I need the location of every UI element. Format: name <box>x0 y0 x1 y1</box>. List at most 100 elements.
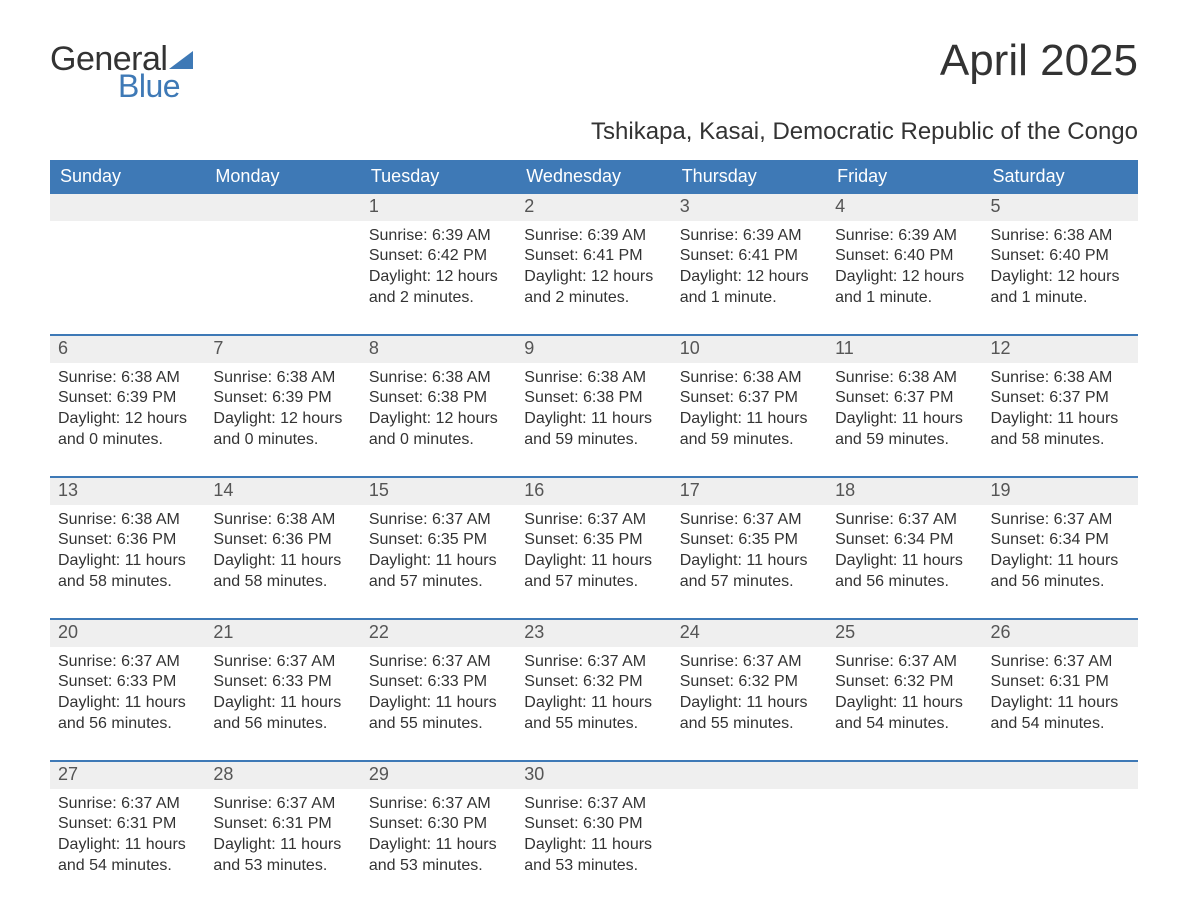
day-header: Thursday <box>672 160 827 194</box>
day-sr: Sunrise: 6:38 AM <box>58 510 197 531</box>
calendar-day-cell: 1Sunrise: 6:39 AMSunset: 6:42 PMDaylight… <box>361 194 516 334</box>
day-d2: and 55 minutes. <box>680 714 819 735</box>
day-body: Sunrise: 6:37 AMSunset: 6:32 PMDaylight:… <box>672 647 827 739</box>
day-sr: Sunrise: 6:37 AM <box>524 652 663 673</box>
day-number: 12 <box>983 336 1138 363</box>
day-body: Sunrise: 6:37 AMSunset: 6:30 PMDaylight:… <box>516 789 671 881</box>
day-d1: Daylight: 12 hours <box>991 267 1130 288</box>
day-d2: and 59 minutes. <box>524 430 663 451</box>
calendar-day-cell <box>205 194 360 334</box>
day-number: 5 <box>983 194 1138 221</box>
day-ss: Sunset: 6:33 PM <box>369 672 508 693</box>
day-sr: Sunrise: 6:38 AM <box>680 368 819 389</box>
day-ss: Sunset: 6:38 PM <box>369 388 508 409</box>
calendar-day-cell: 16Sunrise: 6:37 AMSunset: 6:35 PMDayligh… <box>516 478 671 618</box>
day-ss: Sunset: 6:33 PM <box>58 672 197 693</box>
day-body: Sunrise: 6:37 AMSunset: 6:33 PMDaylight:… <box>361 647 516 739</box>
calendar-table: Sunday Monday Tuesday Wednesday Thursday… <box>50 160 1138 902</box>
day-d2: and 57 minutes. <box>369 572 508 593</box>
day-body: Sunrise: 6:38 AMSunset: 6:38 PMDaylight:… <box>516 363 671 455</box>
day-d2: and 0 minutes. <box>58 430 197 451</box>
day-d2: and 53 minutes. <box>524 856 663 877</box>
day-number <box>672 762 827 789</box>
day-d1: Daylight: 11 hours <box>369 551 508 572</box>
day-number: 11 <box>827 336 982 363</box>
day-ss: Sunset: 6:38 PM <box>524 388 663 409</box>
day-number: 14 <box>205 478 360 505</box>
calendar-day-cell: 14Sunrise: 6:38 AMSunset: 6:36 PMDayligh… <box>205 478 360 618</box>
day-d1: Daylight: 11 hours <box>835 693 974 714</box>
calendar-day-cell: 9Sunrise: 6:38 AMSunset: 6:38 PMDaylight… <box>516 336 671 476</box>
day-number: 29 <box>361 762 516 789</box>
day-number: 3 <box>672 194 827 221</box>
day-d2: and 56 minutes. <box>213 714 352 735</box>
day-d1: Daylight: 12 hours <box>369 409 508 430</box>
day-body: Sunrise: 6:37 AMSunset: 6:33 PMDaylight:… <box>205 647 360 739</box>
calendar-day-cell: 21Sunrise: 6:37 AMSunset: 6:33 PMDayligh… <box>205 620 360 760</box>
day-sr: Sunrise: 6:37 AM <box>524 510 663 531</box>
day-ss: Sunset: 6:33 PM <box>213 672 352 693</box>
day-d1: Daylight: 11 hours <box>58 551 197 572</box>
day-d2: and 53 minutes. <box>369 856 508 877</box>
calendar-day-cell: 6Sunrise: 6:38 AMSunset: 6:39 PMDaylight… <box>50 336 205 476</box>
day-d2: and 1 minute. <box>835 288 974 309</box>
day-sr: Sunrise: 6:37 AM <box>524 794 663 815</box>
day-number: 4 <box>827 194 982 221</box>
day-d1: Daylight: 12 hours <box>58 409 197 430</box>
day-ss: Sunset: 6:32 PM <box>680 672 819 693</box>
day-sr: Sunrise: 6:38 AM <box>835 368 974 389</box>
day-number: 10 <box>672 336 827 363</box>
day-body: Sunrise: 6:38 AMSunset: 6:37 PMDaylight:… <box>672 363 827 455</box>
day-ss: Sunset: 6:31 PM <box>213 814 352 835</box>
day-body: Sunrise: 6:39 AMSunset: 6:41 PMDaylight:… <box>672 221 827 313</box>
day-d2: and 0 minutes. <box>369 430 508 451</box>
day-d2: and 55 minutes. <box>524 714 663 735</box>
day-header: Tuesday <box>361 160 516 194</box>
day-d2: and 59 minutes. <box>835 430 974 451</box>
day-d1: Daylight: 11 hours <box>991 693 1130 714</box>
day-sr: Sunrise: 6:37 AM <box>213 652 352 673</box>
day-d2: and 1 minute. <box>680 288 819 309</box>
day-number: 22 <box>361 620 516 647</box>
day-header: Saturday <box>983 160 1138 194</box>
day-number: 2 <box>516 194 671 221</box>
day-body: Sunrise: 6:38 AMSunset: 6:39 PMDaylight:… <box>205 363 360 455</box>
day-ss: Sunset: 6:35 PM <box>369 530 508 551</box>
day-d2: and 57 minutes. <box>680 572 819 593</box>
day-sr: Sunrise: 6:37 AM <box>58 794 197 815</box>
day-d2: and 0 minutes. <box>213 430 352 451</box>
day-body: Sunrise: 6:37 AMSunset: 6:34 PMDaylight:… <box>827 505 982 597</box>
calendar-body: 1Sunrise: 6:39 AMSunset: 6:42 PMDaylight… <box>50 194 1138 902</box>
day-d1: Daylight: 11 hours <box>524 835 663 856</box>
day-ss: Sunset: 6:35 PM <box>524 530 663 551</box>
day-body: Sunrise: 6:38 AMSunset: 6:40 PMDaylight:… <box>983 221 1138 313</box>
calendar-week-row: 13Sunrise: 6:38 AMSunset: 6:36 PMDayligh… <box>50 478 1138 618</box>
calendar-day-cell <box>827 762 982 902</box>
calendar-day-cell: 17Sunrise: 6:37 AMSunset: 6:35 PMDayligh… <box>672 478 827 618</box>
day-d2: and 58 minutes. <box>213 572 352 593</box>
calendar-day-cell: 27Sunrise: 6:37 AMSunset: 6:31 PMDayligh… <box>50 762 205 902</box>
calendar-day-cell: 26Sunrise: 6:37 AMSunset: 6:31 PMDayligh… <box>983 620 1138 760</box>
day-body: Sunrise: 6:37 AMSunset: 6:30 PMDaylight:… <box>361 789 516 881</box>
day-sr: Sunrise: 6:39 AM <box>680 226 819 247</box>
calendar-day-cell: 2Sunrise: 6:39 AMSunset: 6:41 PMDaylight… <box>516 194 671 334</box>
calendar-day-cell: 24Sunrise: 6:37 AMSunset: 6:32 PMDayligh… <box>672 620 827 760</box>
day-ss: Sunset: 6:41 PM <box>680 246 819 267</box>
day-sr: Sunrise: 6:37 AM <box>369 652 508 673</box>
calendar-day-cell: 23Sunrise: 6:37 AMSunset: 6:32 PMDayligh… <box>516 620 671 760</box>
day-header: Monday <box>205 160 360 194</box>
day-number: 7 <box>205 336 360 363</box>
day-header: Friday <box>827 160 982 194</box>
day-ss: Sunset: 6:35 PM <box>680 530 819 551</box>
day-d2: and 56 minutes. <box>58 714 197 735</box>
day-d1: Daylight: 11 hours <box>58 835 197 856</box>
day-sr: Sunrise: 6:37 AM <box>213 794 352 815</box>
day-d1: Daylight: 11 hours <box>524 693 663 714</box>
day-body: Sunrise: 6:38 AMSunset: 6:37 PMDaylight:… <box>983 363 1138 455</box>
calendar-day-cell: 10Sunrise: 6:38 AMSunset: 6:37 PMDayligh… <box>672 336 827 476</box>
day-d2: and 59 minutes. <box>680 430 819 451</box>
logo: General Blue <box>50 36 199 102</box>
day-sr: Sunrise: 6:39 AM <box>524 226 663 247</box>
calendar-week-row: 6Sunrise: 6:38 AMSunset: 6:39 PMDaylight… <box>50 336 1138 476</box>
calendar-day-cell <box>50 194 205 334</box>
